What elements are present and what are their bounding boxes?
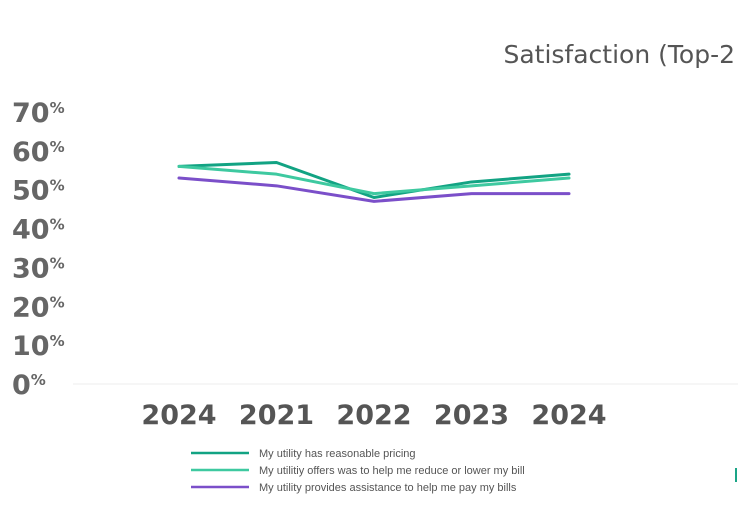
x-axis: 2024 2021 2022 2023 2024 [141, 400, 606, 431]
legend-label: My utilitiy offers was to help me reduce… [259, 465, 525, 477]
y-tick-label: 50% [12, 176, 65, 207]
x-tick-label: 2022 [336, 400, 411, 431]
y-tick-label: 60% [12, 137, 65, 168]
y-tick-label: 70% [12, 98, 65, 129]
series-line-1 [177, 161, 571, 199]
series-lines [177, 161, 571, 203]
x-tick-label: 2023 [434, 400, 509, 431]
y-tick-label: 20% [12, 292, 65, 323]
x-tick-label: 2021 [239, 400, 314, 431]
series-line-3 [177, 176, 571, 203]
series-line-2 [177, 164, 571, 196]
legend: My utility has reasonable pricing My util… [191, 448, 525, 494]
edge-marker [735, 468, 737, 482]
legend-label: My utility has reasonable pricing [259, 448, 416, 460]
legend-label: My utility provides assistance to help m… [259, 482, 517, 494]
x-tick-label: 2024 [531, 400, 606, 431]
x-tick-label: 2024 [141, 400, 216, 431]
y-tick-label: 30% [12, 253, 65, 284]
y-tick-label: 40% [12, 215, 65, 246]
y-tick-label: 10% [12, 331, 65, 362]
y-tick-label: 0% [12, 370, 46, 401]
y-axis: 0% 10% 20% 30% 40% 50% 60% 70% [12, 98, 65, 401]
chart-title: Satisfaction (Top-2 [503, 40, 735, 69]
